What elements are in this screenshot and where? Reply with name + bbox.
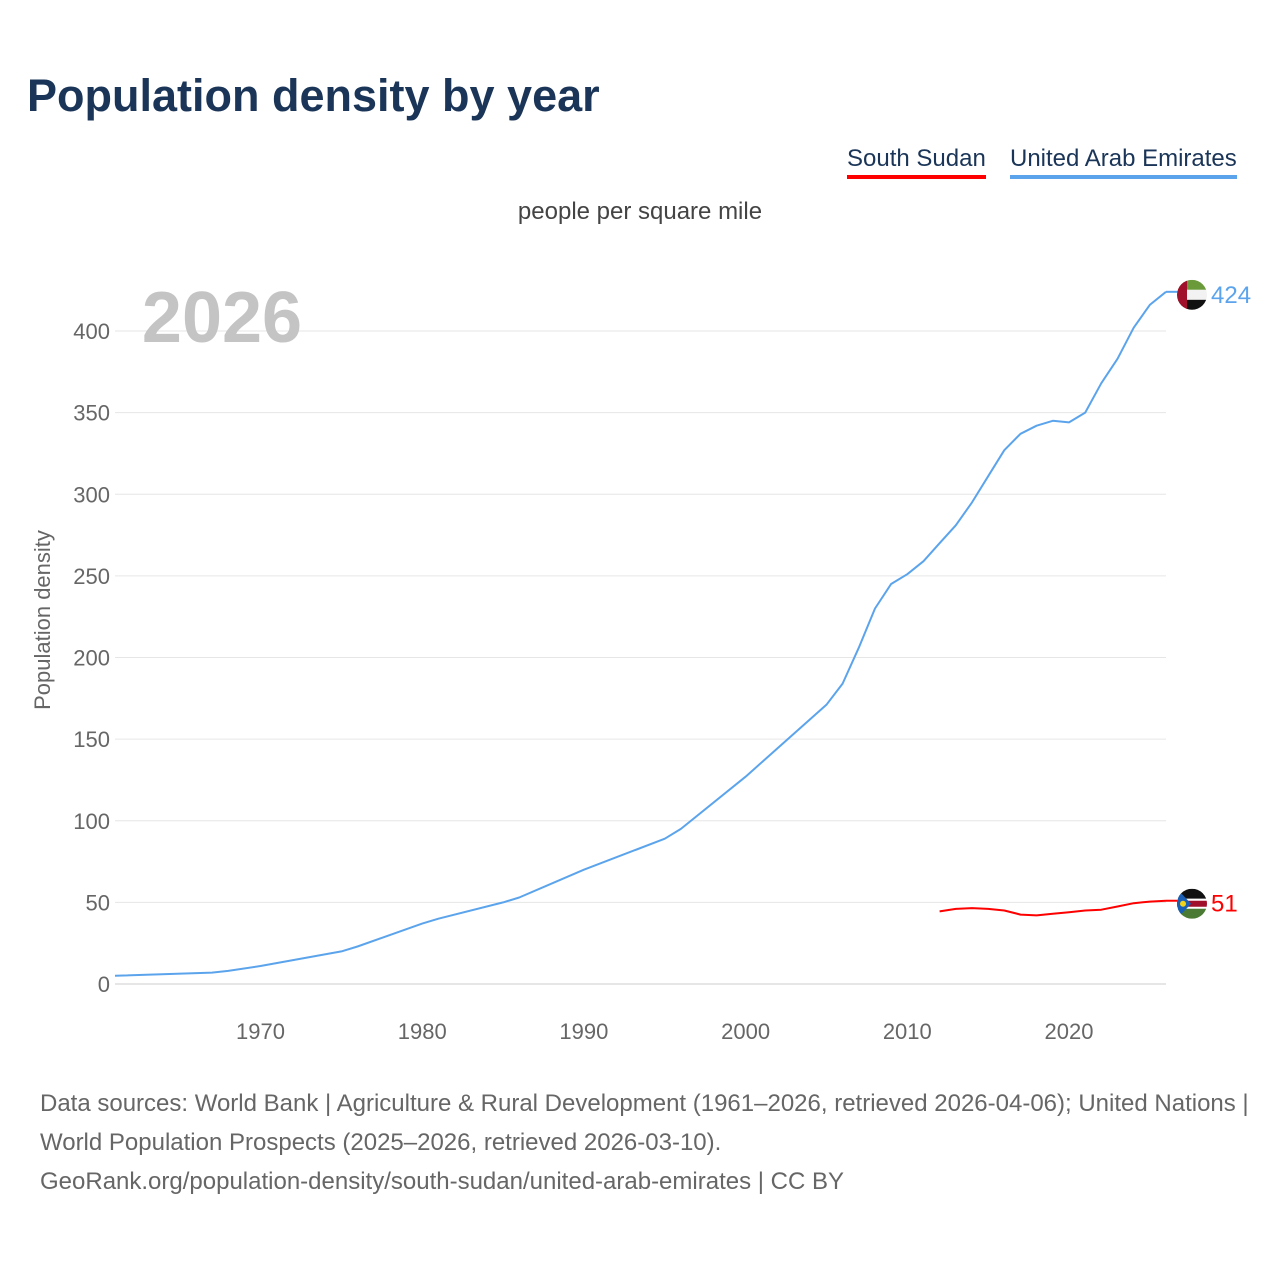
y-tick-label: 50 — [86, 890, 110, 915]
y-tick-label: 350 — [73, 401, 110, 426]
series-line-uae[interactable] — [114, 291, 1167, 977]
x-tick-label: 1970 — [236, 1019, 285, 1044]
legend-united-arab-emirates[interactable]: United Arab Emirates — [1010, 145, 1237, 179]
footer-url[interactable]: GeoRank.org/population-density/south-sud… — [40, 1168, 844, 1195]
y-tick-label: 100 — [73, 809, 110, 834]
y-tick-label: 300 — [73, 482, 110, 507]
y-tick-label: 250 — [73, 564, 110, 589]
x-tick-label: 2020 — [1045, 1019, 1094, 1044]
x-tick-label: 2010 — [883, 1019, 932, 1044]
flag-uae-icon — [1177, 279, 1207, 310]
x-tick-label: 2000 — [721, 1019, 770, 1044]
x-tick-label: 1980 — [398, 1019, 447, 1044]
series-line-south-sudan[interactable] — [939, 899, 1167, 917]
footer-data-sources: Data sources: World Bank | Agriculture &… — [40, 1090, 1249, 1156]
y-axis-label: Population density — [30, 530, 55, 710]
y-tick-label: 150 — [73, 727, 110, 752]
y-tick-label: 200 — [73, 646, 110, 671]
chart-subtitle: people per square mile — [517, 198, 763, 225]
x-tick-label: 1990 — [559, 1019, 608, 1044]
flag-south-sudan-icon — [1177, 888, 1207, 919]
legend-south-sudan[interactable]: South Sudan — [847, 145, 986, 179]
line-chart: 0 50 100 150 200 250 300 350 400 1970 1980 1990 2000… — [30, 278, 1251, 1044]
chart-title: Population density by year — [27, 70, 600, 121]
year-watermark: 2026 — [142, 278, 302, 358]
end-value-label: 51 — [1211, 891, 1238, 918]
y-tick-label: 400 — [73, 319, 110, 344]
y-tick-label: 0 — [98, 972, 110, 997]
end-value-label: 424 — [1211, 282, 1251, 309]
footer-sources: Data sources: World Bank | Agriculture &… — [40, 1084, 1250, 1201]
